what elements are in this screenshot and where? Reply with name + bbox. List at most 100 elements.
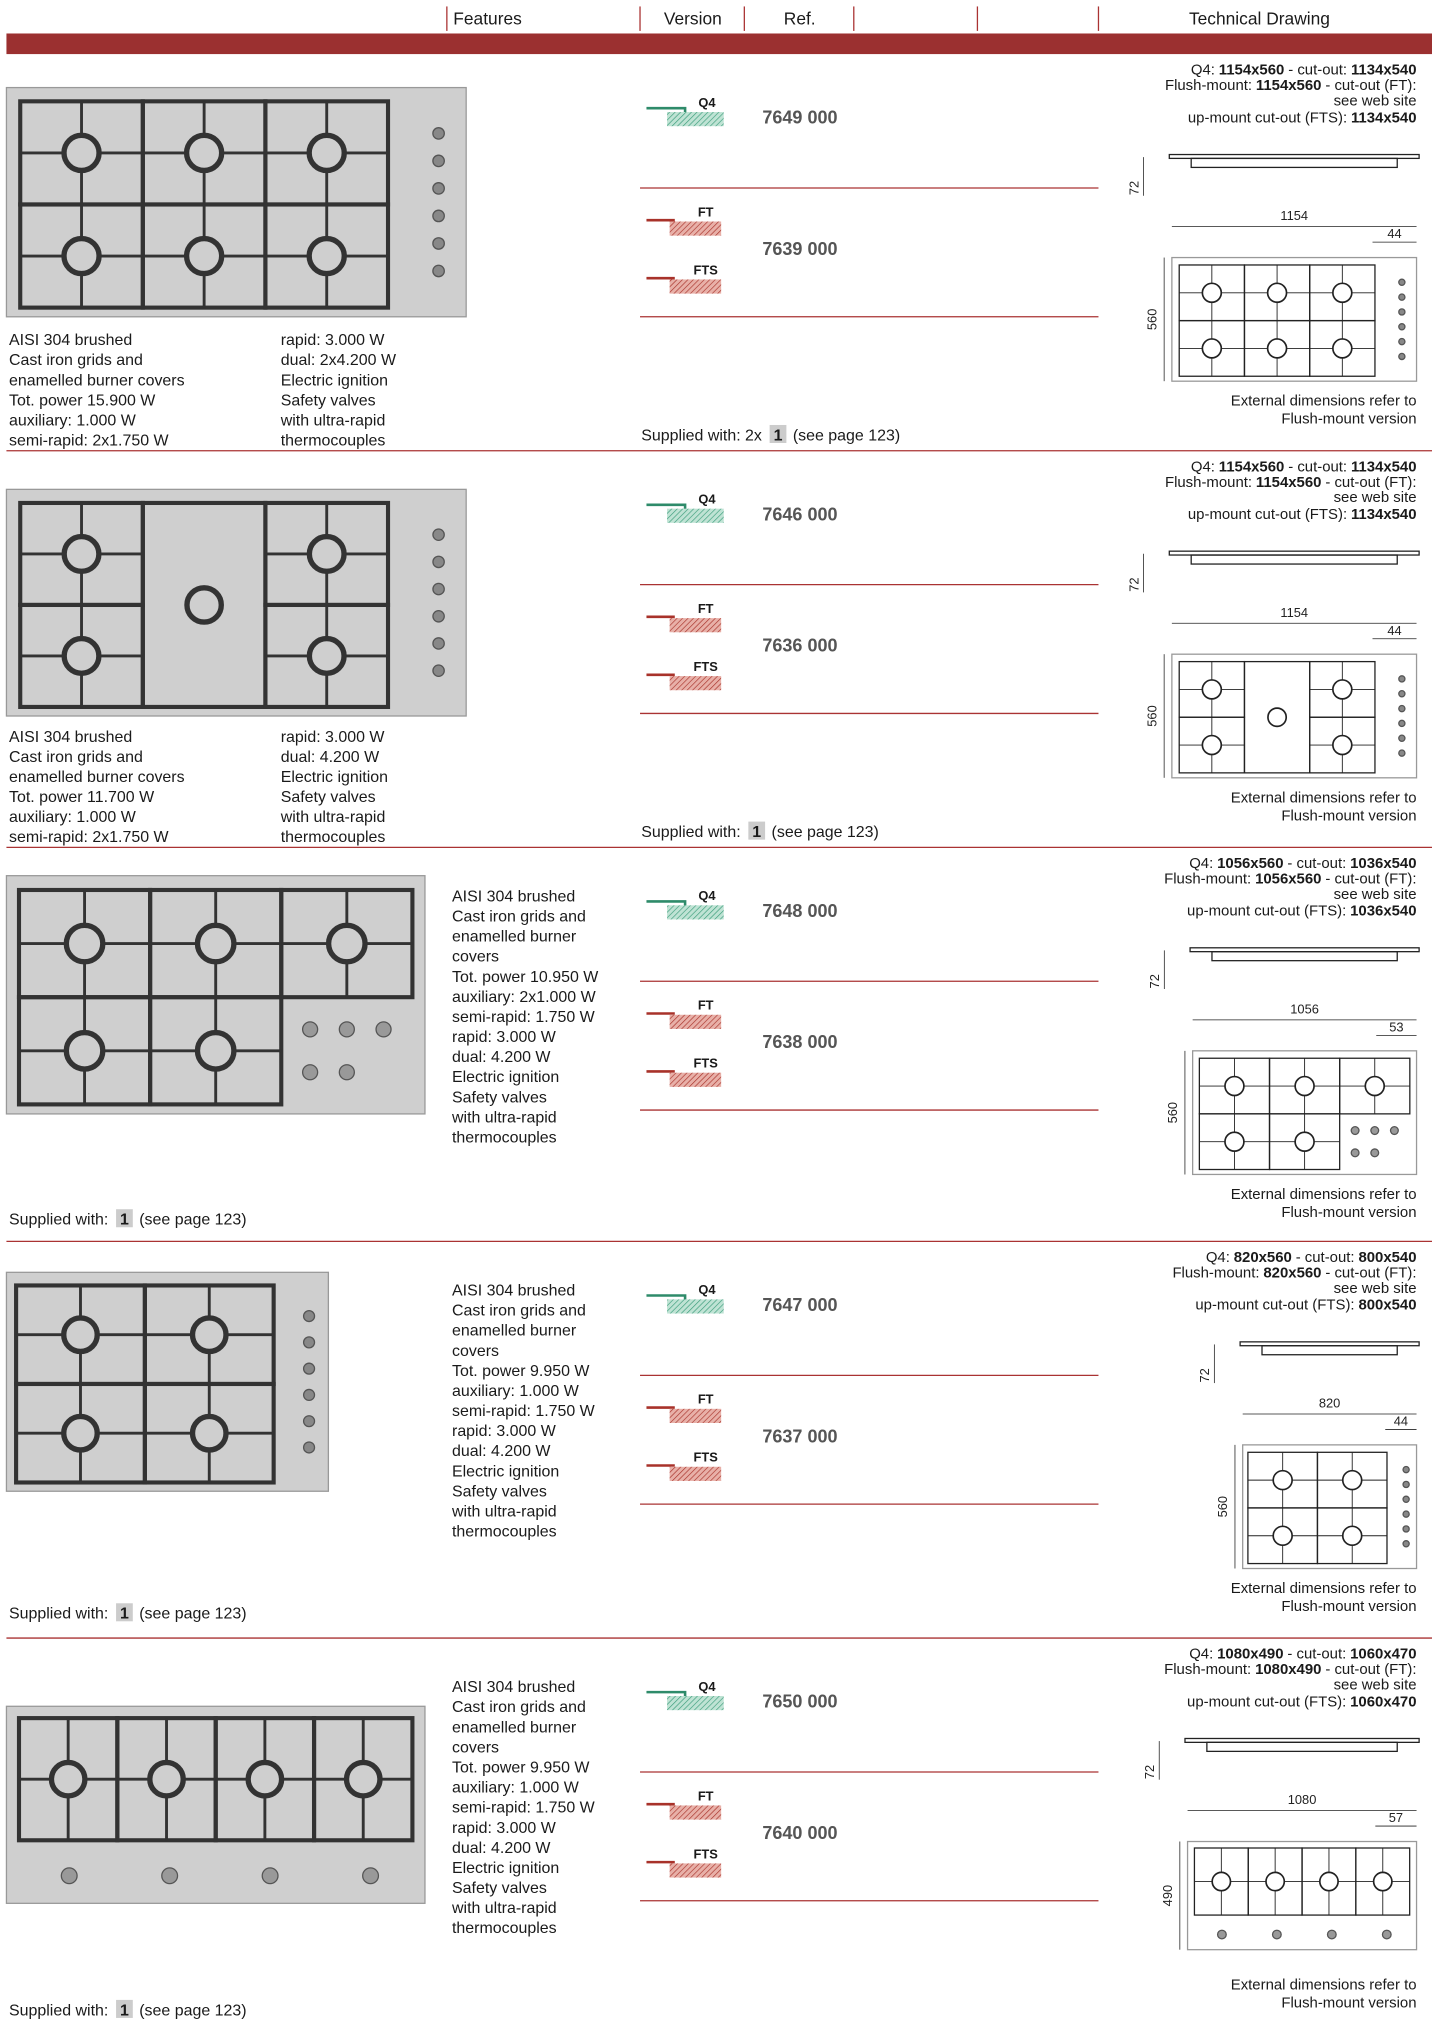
- version-label: FTS: [694, 1450, 719, 1465]
- dim-height: 72: [1126, 577, 1141, 591]
- burner: [61, 635, 102, 676]
- burner: [183, 235, 225, 277]
- knob: [302, 1441, 316, 1454]
- tech-part: Q4:: [1191, 62, 1215, 79]
- feature-line: dual: 2x4.200 W: [281, 352, 396, 369]
- version-hatch: [669, 1466, 722, 1481]
- product-row: AISI 304 brushed Cast iron grids and ename…: [5, 1646, 1420, 2019]
- burner: [1332, 282, 1353, 304]
- burner: [1211, 1871, 1232, 1892]
- feature-line: Tot. power 15.900 W: [9, 392, 155, 409]
- product-row: AISI 304 brushed Cast iron grids and ename…: [5, 855, 1432, 1243]
- knob: [1398, 719, 1406, 728]
- burner: [61, 235, 102, 277]
- knob: [1389, 1126, 1399, 1136]
- burner: [61, 1315, 100, 1355]
- feature-line: Cast iron grids and: [9, 749, 143, 766]
- feature-line: AISI 304 brushed: [9, 332, 132, 349]
- hob-body: [1171, 256, 1418, 382]
- burner: [245, 1759, 285, 1799]
- header-version: Version: [664, 8, 722, 28]
- burner: [1341, 1469, 1363, 1491]
- drawing-note: Flush-mount version: [1281, 411, 1416, 428]
- tech-line: see web site: [1334, 489, 1417, 506]
- product-row: AISI 304 brushed Cast iron grids and ename…: [5, 1249, 1432, 1639]
- version-line: [646, 1690, 687, 1698]
- feature-line: Tot. power 9.950 W: [452, 1759, 589, 1776]
- knob: [375, 1021, 392, 1038]
- feature-line: Safety valves: [452, 1483, 547, 1500]
- content: AISI 304 brushed Cast iron grids and ename…: [5, 62, 1432, 2019]
- knob: [301, 1064, 319, 1081]
- tech-part: 1056x560: [1217, 855, 1283, 872]
- feature-line: AISI 304 brushed: [452, 888, 575, 905]
- dim-height: 72: [1126, 181, 1141, 195]
- tech-part: 1134x540: [1351, 458, 1417, 475]
- tech-part: 800x540: [1358, 1249, 1416, 1266]
- knob: [1398, 308, 1406, 316]
- knob: [432, 582, 445, 596]
- burner: [1294, 1075, 1315, 1097]
- knob: [1398, 704, 1406, 713]
- feature-line: rapid: 3.000 W: [452, 1423, 556, 1440]
- feature-line: Safety valves: [452, 1880, 547, 1897]
- tech-part: - cut-out:: [1287, 1646, 1346, 1663]
- burner: [1201, 338, 1223, 359]
- tech-part: 1134x540: [1351, 109, 1417, 126]
- knob: [1381, 1929, 1392, 1940]
- burner: [1364, 1075, 1386, 1097]
- knob: [1398, 337, 1406, 346]
- burner: [48, 1759, 88, 1799]
- feature-line: Tot. power 10.950 W: [452, 969, 598, 986]
- knob: [60, 1867, 78, 1885]
- burner: [1372, 1871, 1393, 1892]
- burner: [1266, 282, 1288, 304]
- tech-line: see web site: [1334, 1280, 1417, 1297]
- knob: [302, 1336, 316, 1349]
- burner: [61, 1413, 100, 1453]
- feature-line: with ultra-rapid: [280, 412, 386, 429]
- tech-line: Q4: 1080x490- cut-out: 1060x470: [1189, 1646, 1416, 1663]
- feature-line: dual: 4.200 W: [452, 1840, 550, 1857]
- feature-line: semi-rapid: 1.750 W: [452, 1800, 595, 1817]
- knob: [1398, 749, 1406, 757]
- knob: [1398, 278, 1406, 287]
- version-hatch: [669, 1072, 722, 1087]
- version-hatch: [669, 1408, 722, 1423]
- version-line: [646, 503, 687, 510]
- feature-line: auxiliary: 2x1.000 W: [452, 989, 596, 1006]
- burner: [189, 1413, 229, 1453]
- burner: [306, 235, 347, 277]
- feature-line: enamelled burner: [452, 1719, 577, 1736]
- version-label: FT: [698, 998, 714, 1013]
- knob: [161, 1867, 179, 1885]
- tech-part: 1154x560: [1256, 77, 1322, 94]
- knob: [1398, 675, 1406, 683]
- tech-part: Flush-mount:: [1164, 1661, 1251, 1678]
- version-label: FTS: [694, 1056, 719, 1071]
- knob: [301, 1021, 319, 1038]
- knob: [1402, 1540, 1410, 1548]
- version-label: Q4: [698, 492, 716, 507]
- dim-width: 1154: [1280, 605, 1308, 620]
- knob: [302, 1415, 316, 1428]
- feature-line: dual: 4.200 W: [452, 1443, 550, 1460]
- ref-ft: 7640 000: [762, 1823, 837, 1843]
- feature-line: AISI 304 brushed: [452, 1679, 575, 1696]
- badge-number: 1: [120, 1212, 129, 1229]
- tech-part: - cut-out (FT):: [1325, 1661, 1416, 1678]
- feature-line: semi-rapid: 2x1.750 W: [9, 433, 169, 450]
- tech-part: - cut-out (FT):: [1325, 77, 1416, 94]
- tech-line: Q4: 1154x560- cut-out: 1134x540: [1191, 458, 1417, 475]
- hob-body: [5, 488, 467, 717]
- feature-line: Electric ignition: [281, 372, 388, 389]
- feature-line: auxiliary: 1.000 W: [9, 412, 136, 429]
- feature-line: with ultra-rapid: [280, 809, 386, 826]
- tech-part: Flush-mount:: [1164, 870, 1251, 887]
- burner: [306, 635, 347, 676]
- tech-part: 1154x560: [1219, 458, 1285, 475]
- badge: [748, 821, 766, 840]
- burner: [1332, 338, 1353, 359]
- knob: [1402, 1465, 1410, 1474]
